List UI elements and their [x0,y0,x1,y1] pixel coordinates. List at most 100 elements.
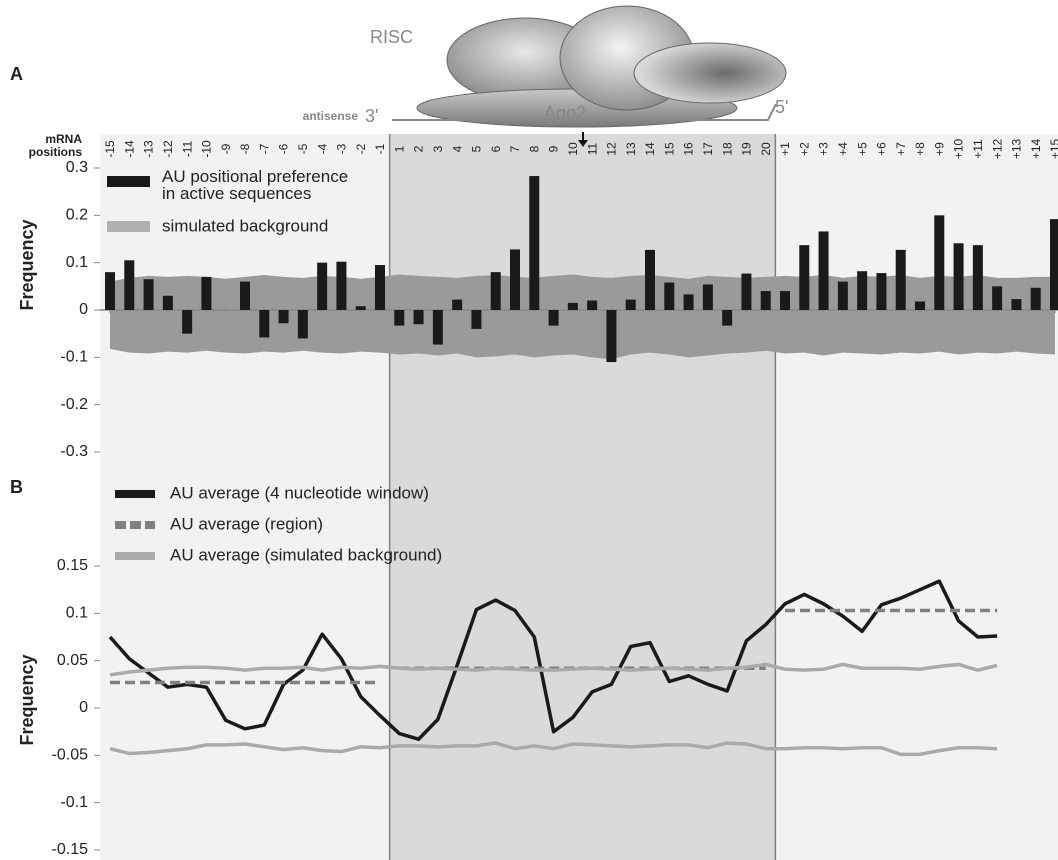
ago2-label: Ago2 [544,103,586,123]
bar [201,277,211,310]
seed-region [390,134,776,860]
x-tick-label: -13 [142,140,156,158]
bar [722,310,732,326]
x-tick-label: 9 [547,145,561,152]
legend-swatch [107,176,150,187]
bar [452,300,462,310]
x-tick-label: -2 [354,143,368,154]
x-tick-label: 14 [643,142,657,156]
x-tick-label: 1 [392,145,406,152]
x-tick-label: 4 [450,145,464,152]
x-tick-label: -1 [373,143,387,154]
x-tick-label: 5 [470,145,484,152]
bar [799,245,809,310]
bar [317,263,327,310]
bar [279,310,289,323]
x-tick-label: +3 [817,142,831,156]
bar [606,310,616,362]
bar [684,294,694,310]
panel-label: B [10,477,23,497]
y-tick-label: -0.15 [52,841,89,858]
bar [973,245,983,310]
x-tick-label: +8 [913,142,927,156]
x-tick-label: 8 [527,145,541,152]
bar [240,282,250,310]
y-tick-label: -0.1 [60,349,88,366]
bar [182,310,192,334]
bar [529,176,539,310]
bar [896,250,906,310]
bar [124,260,134,310]
bar [1011,299,1021,310]
y-tick-label: -0.3 [60,443,88,460]
x-tick-label: 12 [605,142,619,156]
y-tick-label: 0.3 [66,159,88,176]
legend-label: simulated background [162,216,328,235]
y-tick-label: 0 [79,301,88,318]
end-label: 5' [775,97,788,117]
x-tick-label: -6 [277,143,291,154]
risc-shape [634,43,786,103]
bar [645,250,655,310]
bar [1031,288,1041,310]
x-tick-label: -7 [257,143,271,154]
bar [433,310,443,345]
x-tick-label: 10 [566,142,580,156]
bar [626,300,636,310]
bar [587,301,597,310]
bar [549,310,559,326]
figure: RISC Ago2 antisense 3' 5' A B mRNA posit… [0,0,1058,860]
x-tick-label: +6 [875,142,889,156]
bar [992,286,1002,310]
y-tick-label: -0.1 [60,794,88,811]
x-tick-label: 7 [508,145,522,152]
x-tick-label: -11 [180,140,194,157]
x-tick-label: +14 [1029,138,1043,159]
y-tick-label: -0.2 [60,396,88,413]
x-tick-label: +10 [952,138,966,159]
panel-label: A [10,64,23,84]
bar [857,271,867,310]
x-tick-label: -10 [200,140,214,158]
bar [664,283,674,310]
legend-label: AU average (region) [170,514,323,533]
bar [510,249,520,310]
x-tick-label: 18 [720,142,734,156]
y-axis-label: Frequency [17,219,37,310]
bar [105,272,115,310]
bar [780,291,790,310]
bar [568,303,578,310]
bar [491,272,501,310]
bar [414,310,424,324]
x-tick-label: +7 [894,142,908,156]
x-tick-label: 11 [585,142,599,155]
x-tick-label: 3 [431,145,445,152]
bar [1050,219,1058,310]
bar [163,296,173,310]
x-tick-label: +11 [971,139,985,159]
x-tick-label: -8 [238,143,252,154]
bar [915,301,925,310]
positions-label: positions [29,145,83,159]
x-tick-label: 2 [412,145,426,152]
y-tick-label: 0.1 [66,605,88,622]
x-tick-label: -14 [122,140,136,158]
bar [703,284,713,310]
x-tick-label: +12 [990,138,1004,159]
x-tick-label: 19 [740,142,754,156]
bar [298,310,308,338]
y-axis-label: Frequency [17,654,37,745]
bar [356,306,366,310]
x-tick-label: +9 [932,142,946,156]
bar [838,282,848,310]
x-tick-label: 20 [759,142,773,156]
bar [819,231,829,310]
x-tick-label: -5 [296,143,310,154]
y-tick-label: 0 [79,699,88,716]
background-band [110,275,1055,360]
x-tick-label: 17 [701,142,715,156]
x-tick-label: +2 [797,142,811,156]
x-tick-label: +13 [1010,138,1024,159]
y-tick-label: 0.1 [66,254,88,271]
bar [375,265,385,310]
